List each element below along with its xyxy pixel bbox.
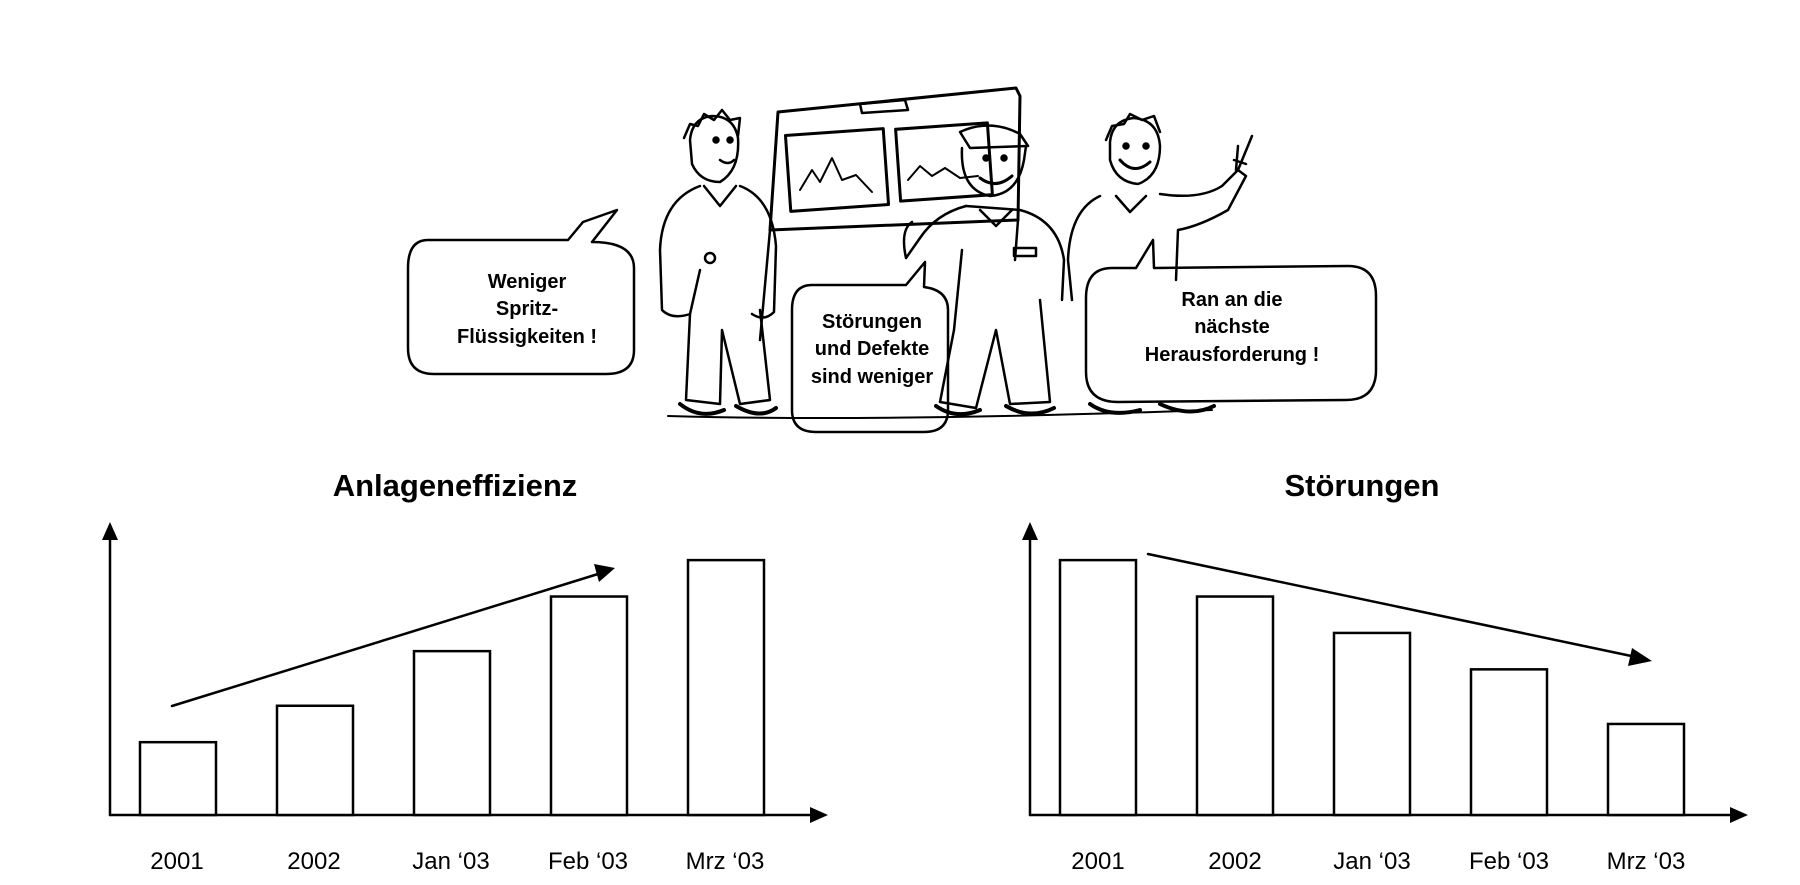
tick-label: Mrz ‘03 (1607, 848, 1686, 875)
bar-jan-03 (412, 649, 492, 817)
tick-label: Jan ‘03 (412, 848, 489, 875)
bubble-left-line-3: Flüssigkeiten ! (457, 326, 597, 348)
bar-2001 (1058, 558, 1138, 817)
trend-arrow-up (170, 564, 615, 708)
chart-title: Anlageneffizienz (333, 468, 578, 503)
speech-bubble-left (406, 208, 636, 376)
tick-labels: 2001 2002 Jan ‘03 Feb ‘03 Mrz ‘03 (150, 848, 764, 875)
person-middle (902, 124, 1066, 417)
bar-mrz-03 (686, 558, 766, 817)
tick-label: Feb ‘03 (1469, 848, 1549, 875)
trend-arrow-down (1146, 552, 1652, 666)
bar-2001 (138, 740, 218, 817)
tick-labels: 2001 2002 Jan ‘03 Feb ‘03 Mrz ‘03 (1071, 848, 1685, 875)
tick-label: Jan ‘03 (1333, 848, 1410, 875)
bar-2002 (275, 704, 355, 817)
tick-label: 2001 (150, 848, 203, 875)
tick-label: Mrz ‘03 (686, 848, 765, 875)
tick-label: 2001 (1071, 848, 1124, 875)
person-left (658, 108, 778, 416)
bubble-middle-line-2: und Defekte (815, 338, 929, 360)
y-axis (1022, 522, 1038, 817)
bubble-left-line-2: Spritz- (496, 298, 558, 320)
bubble-right-line-2: nächste (1194, 316, 1270, 338)
bar-feb-03 (1469, 668, 1549, 817)
person-right (1066, 112, 1254, 415)
tick-label: 2002 (287, 848, 340, 875)
bar-2002 (1195, 595, 1275, 817)
bubble-middle-line-1: Störungen (822, 311, 922, 333)
bubble-right-line-3: Herausforderung ! (1145, 344, 1319, 366)
bubble-left-line-1: Weniger (488, 271, 567, 293)
cartoon-illustration (658, 86, 1254, 419)
tick-label: 2002 (1208, 848, 1261, 875)
speech-bubble-right (1084, 238, 1378, 404)
y-axis (102, 522, 118, 817)
chart-anlageneffizienz: Anlageneffizienz 2001 2002 Jan ‘03 Feb ‘… (102, 468, 828, 875)
bars (1058, 558, 1686, 817)
speech-bubble-middle (790, 260, 950, 434)
tick-label: Feb ‘03 (548, 848, 628, 875)
chart-stoerungen: Störungen 2001 2002 Jan ‘03 Feb ‘03 Mrz … (1022, 468, 1748, 875)
bubble-right-line-1: Ran an die (1181, 289, 1282, 311)
chart-title: Störungen (1285, 468, 1440, 503)
bar-feb-03 (549, 595, 629, 817)
bar-jan-03 (1332, 631, 1412, 817)
bubble-middle-line-3: sind weniger (811, 366, 933, 388)
bar-mrz-03 (1606, 722, 1686, 817)
display-board (758, 86, 1022, 342)
bars (138, 558, 766, 817)
